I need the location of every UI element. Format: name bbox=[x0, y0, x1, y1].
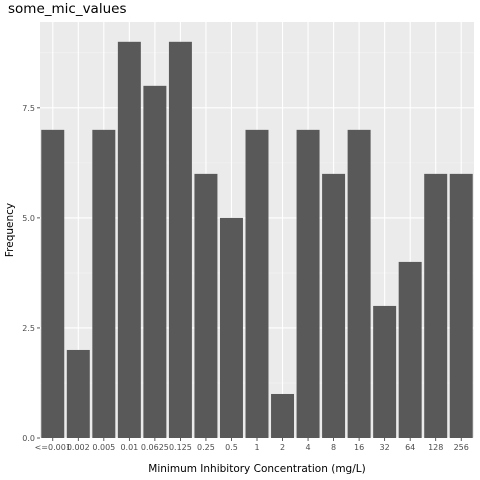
bar bbox=[117, 41, 141, 439]
x-tick-label: 4 bbox=[306, 443, 311, 452]
x-tick-label: <=0.001 bbox=[35, 443, 71, 452]
bar bbox=[92, 129, 116, 438]
bar bbox=[219, 217, 243, 438]
x-tick-label: 16 bbox=[354, 443, 364, 452]
x-tick-label: 1 bbox=[254, 443, 259, 452]
x-tick-label: 256 bbox=[454, 443, 469, 452]
bar bbox=[296, 129, 320, 438]
bar bbox=[66, 349, 90, 438]
bar bbox=[245, 129, 269, 438]
x-tick-label: 32 bbox=[380, 443, 390, 452]
bar bbox=[143, 85, 167, 438]
x-tick-label: 8 bbox=[331, 443, 336, 452]
x-tick-label: 0.25 bbox=[197, 443, 215, 452]
bar bbox=[373, 305, 397, 438]
chart-title: some_mic_values bbox=[8, 1, 127, 17]
y-tick-label: 7.5 bbox=[22, 104, 35, 113]
x-tick-label: 0.0625 bbox=[141, 443, 169, 452]
x-axis-title: Minimum Inhibitory Concentration (mg/L) bbox=[148, 463, 365, 475]
bar bbox=[449, 173, 473, 438]
bar bbox=[398, 261, 422, 438]
bar bbox=[168, 41, 192, 439]
x-tick-label: 64 bbox=[405, 443, 415, 452]
bar bbox=[424, 173, 448, 438]
x-tick-label: 128 bbox=[428, 443, 443, 452]
y-axis-title: Frequency bbox=[4, 203, 16, 257]
x-tick-label: 0.5 bbox=[225, 443, 238, 452]
x-tick-label: 0.01 bbox=[120, 443, 138, 452]
bars bbox=[41, 41, 473, 439]
x-tick-label: 0.005 bbox=[92, 443, 115, 452]
x-tick-label: 2 bbox=[280, 443, 285, 452]
x-tick-label: 0.125 bbox=[169, 443, 192, 452]
y-tick-label: 5.0 bbox=[22, 214, 35, 223]
y-tick-label: 2.5 bbox=[22, 324, 35, 333]
bar bbox=[347, 129, 371, 438]
bar bbox=[41, 129, 65, 438]
bar bbox=[194, 173, 218, 438]
x-tick-label: 0.002 bbox=[67, 443, 90, 452]
y-tick-label: 0.0 bbox=[22, 434, 35, 443]
bar bbox=[271, 393, 295, 438]
bar bbox=[322, 173, 346, 438]
